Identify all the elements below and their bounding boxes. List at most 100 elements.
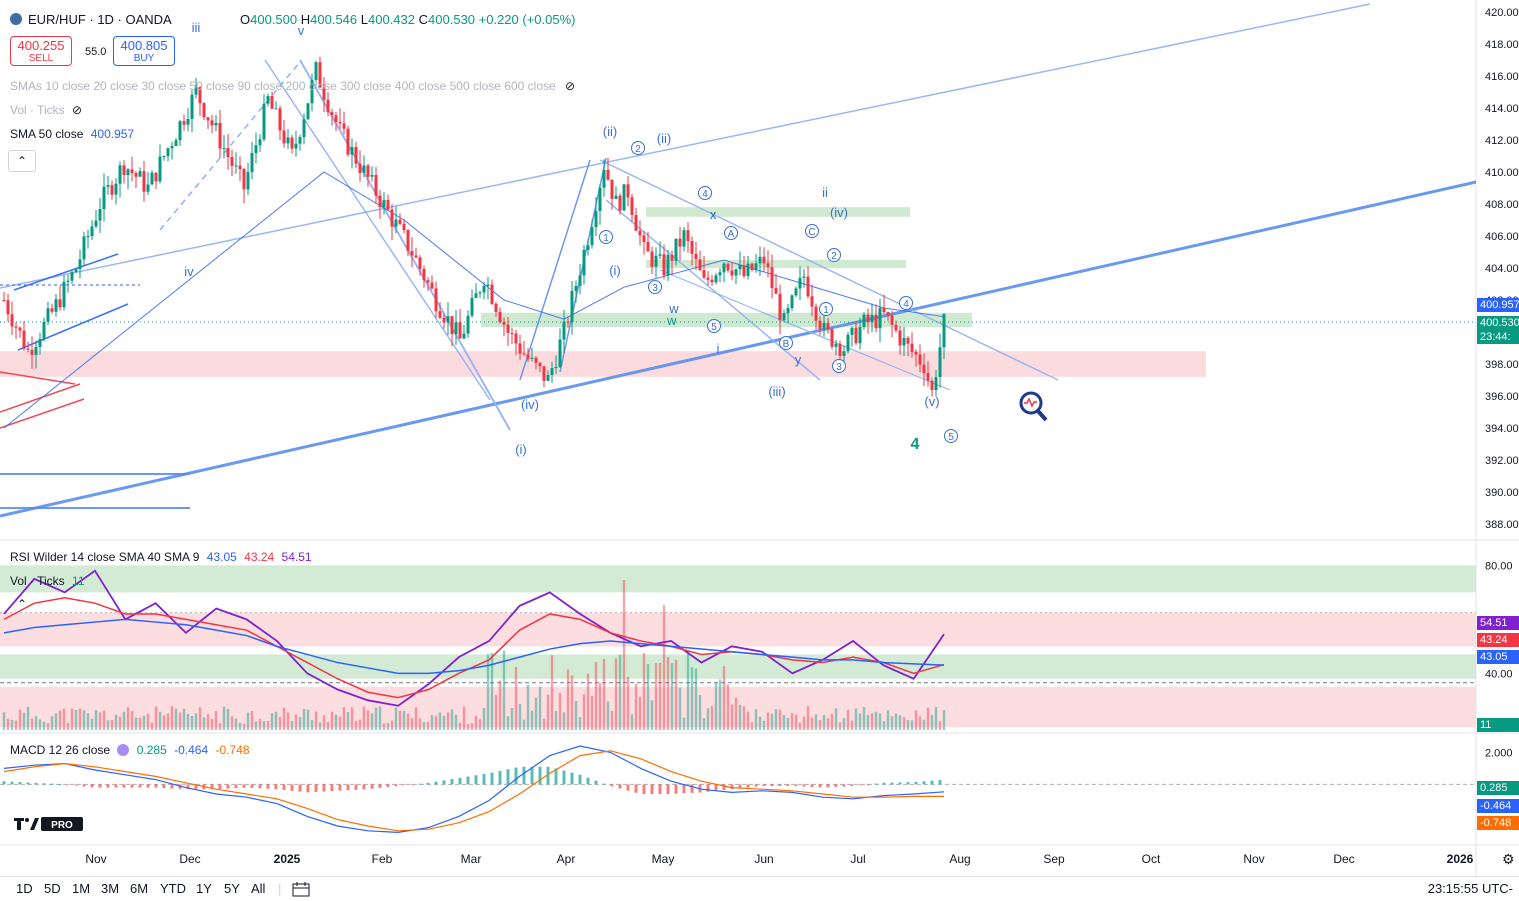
volume-bar [14,720,18,730]
symbol-title[interactable]: EUR/HUF · 1D · OANDA [28,12,172,27]
macd-histogram-bar [650,784,654,794]
wave-circle [899,296,913,310]
candle-body [654,255,658,267]
volume-bar [510,708,514,730]
volume-bar [466,723,470,730]
clock-readout[interactable]: 23:15:55 UTC- [1427,881,1513,896]
rsi-collapse-button[interactable]: ⌃ [10,597,34,615]
volume-bar [726,684,730,730]
volume-bar [862,707,866,730]
timeframe-6m[interactable]: 6M [130,881,149,896]
smas-text: SMAs 10 close 20 close 30 close 50 close… [10,79,556,93]
smas-legend[interactable]: SMAs 10 close 20 close 30 close 50 close… [10,79,575,93]
trend-line [0,3,1371,289]
candle-body [230,156,234,166]
volume-bar [826,718,830,730]
volume-bar [294,714,298,730]
candle-body [302,119,306,138]
volume-bar [462,706,466,730]
price-zone [481,312,972,328]
candle-body [386,199,390,210]
volume-bar [30,718,34,730]
sma50-legend[interactable]: SMA 50 close 400.957 [10,127,134,141]
volume-bar [686,650,690,730]
candle-body [574,285,578,291]
candle-body [154,172,158,182]
vol2-legend[interactable]: Vol · Ticks 11 [10,574,85,588]
candle-body [134,172,138,177]
countdown-tag: 23:44: [1477,330,1519,344]
timeframe-5d[interactable]: 5D [44,881,61,896]
vol2-label: Vol · Ticks [10,574,65,588]
volume-bar [630,714,634,730]
timeframe-1m[interactable]: 1M [72,881,91,896]
eye-hidden-icon[interactable]: ⊘ [565,79,576,93]
candle-body [822,323,826,330]
timeframe-3m[interactable]: 3M [101,881,120,896]
macd-line [3,750,945,832]
timeframe-1y[interactable]: 1Y [196,881,212,896]
volume-bar [918,716,922,730]
candle-body [22,330,26,349]
volume-bar [538,686,542,730]
macd-histogram-bar [802,784,806,787]
volume-bar [182,708,186,730]
macd-histogram-bar [162,784,166,789]
candle-body [682,230,686,247]
macd-histogram-bar [370,784,374,789]
price-zone [646,207,910,217]
volume-bar [518,703,522,730]
macd-legend[interactable]: MACD 12 26 close 0.285 -0.464 -0.748 [10,743,250,757]
candle-body [278,108,282,131]
rsi-legend[interactable]: RSI Wilder 14 close SMA 40 SMA 9 43.05 4… [10,550,312,564]
zoom-search-icon[interactable] [1019,391,1049,425]
volume-bar [58,710,62,730]
candle-body [670,254,674,261]
timeframe-5y[interactable]: 5Y [224,881,240,896]
volume-bar [202,717,206,730]
candle-body [466,315,470,334]
timeframe-ytd[interactable]: YTD [160,881,186,896]
candle-body [542,366,546,381]
macd-histogram-bar [442,780,446,785]
buy-button[interactable]: 400.805 BUY [113,36,175,66]
candle-body [710,279,714,283]
vol-legend[interactable]: Vol · Ticks ⊘ [10,103,82,117]
wave-label: (i) [515,442,527,457]
wave-label: (v) [924,394,939,409]
volume-bar [158,711,162,730]
candle-body [850,327,854,335]
macd-histogram-bar [866,784,870,786]
macd-histogram-bar [778,784,782,786]
volume-bar [210,718,214,730]
candle-body [162,156,166,158]
macd-histogram-bar [578,774,582,785]
volume-bar [614,658,618,730]
calendar-icon[interactable] [292,881,310,897]
volume-bar [458,722,462,730]
rsi-oversold-zone [0,686,1476,728]
candle-body [650,251,654,267]
wave-circle [827,248,841,262]
collapse-legend-button[interactable]: ⌃ [8,150,36,172]
volume-bar [50,716,54,730]
eye-hidden-icon[interactable]: ⊘ [72,103,83,117]
candle-body [298,137,302,144]
candle-body [206,117,210,121]
price-tick-label: 420.000 [1485,7,1519,19]
axis-settings-gear-icon[interactable]: ⚙ [1502,851,1515,867]
sell-button[interactable]: 400.255 SELL [10,36,72,66]
refresh-icon[interactable] [117,744,130,756]
volume-bar [490,653,494,730]
timeframe-all[interactable]: All [251,881,266,896]
timeframe-1d[interactable]: 1D [16,881,33,896]
rsi-green-zone [0,654,1476,679]
macd-histogram-bar [594,780,598,785]
price-tick-label: 390.000 [1485,487,1519,499]
macd-histogram-bar [506,769,510,785]
price-tick-label: 388.000 [1485,519,1519,531]
macd-histogram-bar [930,780,934,785]
tradingview-logo[interactable]: PRO [12,816,84,832]
candle-body [54,299,58,312]
